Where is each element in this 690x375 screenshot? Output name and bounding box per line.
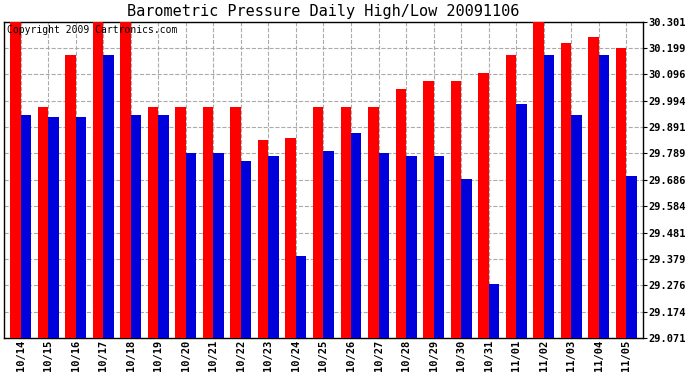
Bar: [341, 107, 351, 338]
Bar: [186, 153, 196, 338]
Bar: [351, 133, 362, 338]
Bar: [48, 117, 59, 338]
Bar: [296, 256, 306, 338]
Bar: [406, 156, 417, 338]
Bar: [268, 156, 279, 338]
Bar: [516, 104, 526, 338]
Bar: [571, 115, 582, 338]
Bar: [379, 153, 389, 338]
Bar: [66, 56, 76, 338]
Bar: [158, 115, 169, 338]
Bar: [368, 107, 379, 338]
Bar: [258, 140, 268, 338]
Bar: [92, 22, 104, 338]
Bar: [10, 22, 21, 338]
Bar: [203, 107, 213, 338]
Bar: [544, 56, 554, 338]
Bar: [230, 107, 241, 338]
Text: Copyright 2009 Cartronics.com: Copyright 2009 Cartronics.com: [8, 25, 178, 35]
Bar: [148, 107, 158, 338]
Bar: [533, 9, 544, 338]
Bar: [175, 107, 186, 338]
Bar: [120, 22, 131, 338]
Bar: [131, 115, 141, 338]
Bar: [615, 48, 627, 338]
Bar: [395, 89, 406, 338]
Bar: [313, 107, 324, 338]
Bar: [489, 284, 499, 338]
Bar: [76, 117, 86, 338]
Title: Barometric Pressure Daily High/Low 20091106: Barometric Pressure Daily High/Low 20091…: [127, 4, 520, 19]
Bar: [423, 81, 433, 338]
Bar: [599, 56, 609, 338]
Bar: [589, 38, 599, 338]
Bar: [213, 153, 224, 338]
Bar: [104, 56, 114, 338]
Bar: [478, 74, 489, 338]
Bar: [241, 161, 251, 338]
Bar: [461, 179, 471, 338]
Bar: [324, 151, 334, 338]
Bar: [433, 156, 444, 338]
Bar: [38, 107, 48, 338]
Bar: [627, 176, 637, 338]
Bar: [561, 43, 571, 338]
Bar: [286, 138, 296, 338]
Bar: [451, 81, 461, 338]
Bar: [21, 115, 31, 338]
Bar: [506, 56, 516, 338]
